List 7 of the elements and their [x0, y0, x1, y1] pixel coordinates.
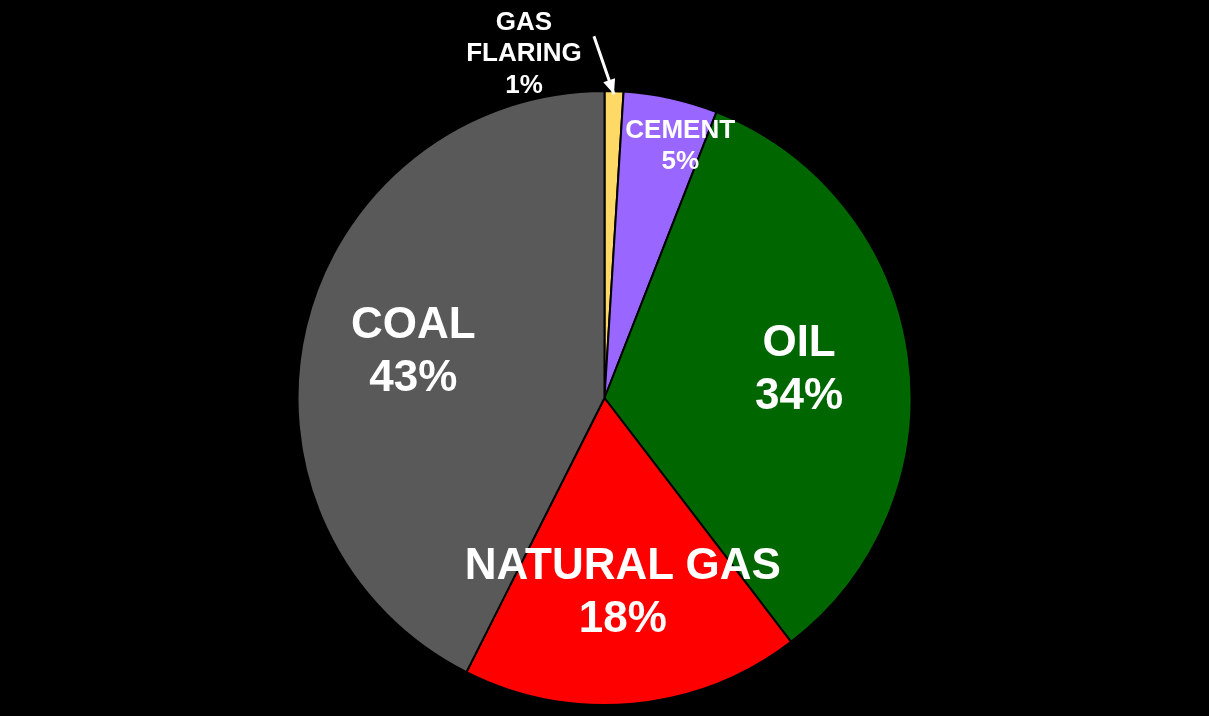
data-label: 34%	[755, 369, 844, 419]
slice-label: OIL	[762, 316, 836, 366]
data-label: 18%	[578, 592, 667, 642]
data-label: 43%	[369, 351, 458, 401]
slice-label: COAL	[351, 298, 476, 348]
slice-label: GAS FLARING	[466, 6, 582, 68]
data-label: 1%	[505, 68, 543, 99]
